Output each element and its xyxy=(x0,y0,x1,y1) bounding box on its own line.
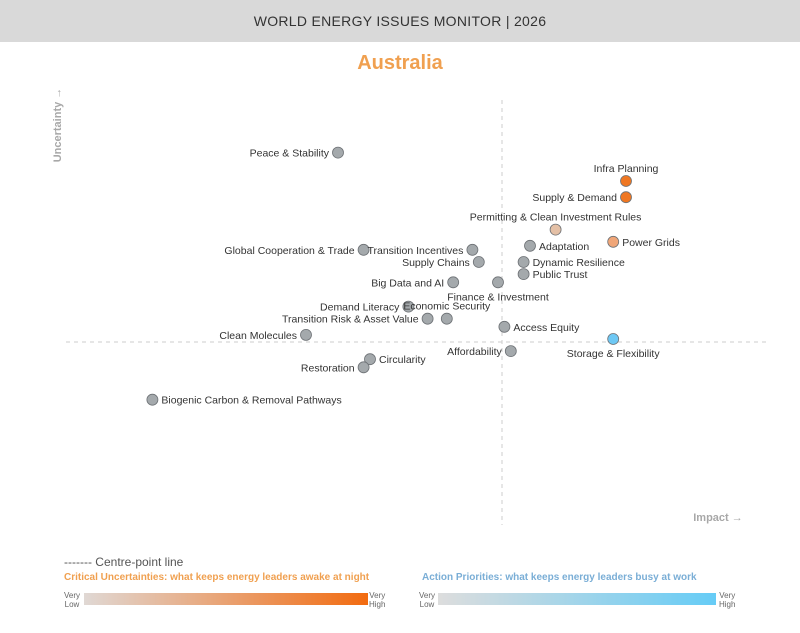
point-permitting-and-clean-investment-rules xyxy=(549,223,562,236)
scale-very: Very xyxy=(64,591,81,600)
point-label: Restoration xyxy=(301,362,355,374)
header-banner: WORLD ENERGY ISSUES MONITOR | 2026 xyxy=(0,0,800,42)
point-infra-planning xyxy=(620,175,632,187)
action-priorities-title: Action Priorities: what keeps energy lea… xyxy=(422,572,697,583)
critical-scale-high: Very High xyxy=(369,591,385,609)
point-peace-and-stability xyxy=(332,146,344,159)
critical-gradient-bar xyxy=(84,593,368,605)
scale-very: Very xyxy=(719,591,736,600)
point-label: Supply & Demand xyxy=(532,192,617,204)
critical-uncertainties-title: Critical Uncertainties: what keeps energ… xyxy=(64,572,370,583)
point-restoration xyxy=(357,361,370,374)
point-label: Circularity xyxy=(379,354,426,366)
scale-high: High xyxy=(369,600,386,609)
point-label: Dynamic Resilience xyxy=(533,257,625,269)
point-label: Public Trust xyxy=(533,269,588,281)
point-adaptation xyxy=(524,239,536,252)
point-label: Clean Molecules xyxy=(219,330,297,342)
point-circularity xyxy=(364,353,376,366)
scale-very: Very xyxy=(419,591,436,600)
header-title: WORLD ENERGY ISSUES MONITOR | 2026 xyxy=(253,13,547,29)
point-clean-molecules xyxy=(300,328,312,341)
point-label: Adaptation xyxy=(539,241,589,253)
point-label: Transition Incentives xyxy=(367,245,463,257)
point-supply-chains xyxy=(472,256,485,268)
point-label: Biogenic Carbon & Removal Pathways xyxy=(161,395,341,407)
point-label: Permitting & Clean Investment Rules xyxy=(470,212,642,224)
point-storage-and-flexibility xyxy=(607,333,620,345)
action-scale-low: Very Low xyxy=(419,591,435,609)
critical-scale-low: Very Low xyxy=(64,591,80,609)
action-gradient-bar xyxy=(438,593,716,605)
scale-very: Very xyxy=(369,591,386,600)
point-finance-and-investment xyxy=(492,276,504,289)
country-title: Australia xyxy=(357,52,443,74)
point-label: Transition Risk & Asset Value xyxy=(282,314,419,326)
scale-low: Low xyxy=(419,600,435,609)
point-label: Big Data and AI xyxy=(371,277,444,289)
point-access-equity xyxy=(498,320,511,333)
point-label: Access Equity xyxy=(513,322,580,334)
point-transition-incentives xyxy=(466,243,479,256)
point-demand-literacy xyxy=(402,300,415,313)
point-affordability xyxy=(504,345,517,358)
point-power-grids xyxy=(607,235,620,248)
point-global-cooperation-and-trade xyxy=(357,243,370,256)
point-big-data-and-ai xyxy=(447,276,460,289)
point-label: Global Cooperation & Trade xyxy=(224,245,354,257)
point-supply-and-demand xyxy=(620,191,632,204)
point-label: Peace & Stability xyxy=(250,148,330,160)
action-scale-high: Very High xyxy=(719,591,735,609)
point-label: Storage & Flexibility xyxy=(567,348,661,360)
scale-high: High xyxy=(719,600,736,609)
point-label: Power Grids xyxy=(622,237,680,249)
point-public-trust xyxy=(517,268,530,281)
point-label: Demand Literacy xyxy=(320,302,400,314)
point-biogenic-carbon-and-removal-pathways xyxy=(146,393,159,406)
point-label: Supply Chains xyxy=(402,257,470,269)
scale-low: Low xyxy=(64,600,80,609)
y-axis-label: Uncertainty → xyxy=(52,88,64,163)
point-label: Affordability xyxy=(447,346,502,358)
point-transition-risk-and-asset-value xyxy=(421,312,434,325)
point-economic-security xyxy=(440,312,453,325)
x-axis-label: Impact → xyxy=(693,512,743,524)
point-label: Finance & Investment xyxy=(447,291,549,303)
centre-line-legend: ------- Centre-point line xyxy=(64,555,184,569)
point-dynamic-resilience xyxy=(517,256,530,268)
point-label: Infra Planning xyxy=(594,163,659,175)
data-points: Peace & Stability Infra Planning Supply & … xyxy=(146,146,680,407)
point-label: Economic Security xyxy=(403,301,491,313)
